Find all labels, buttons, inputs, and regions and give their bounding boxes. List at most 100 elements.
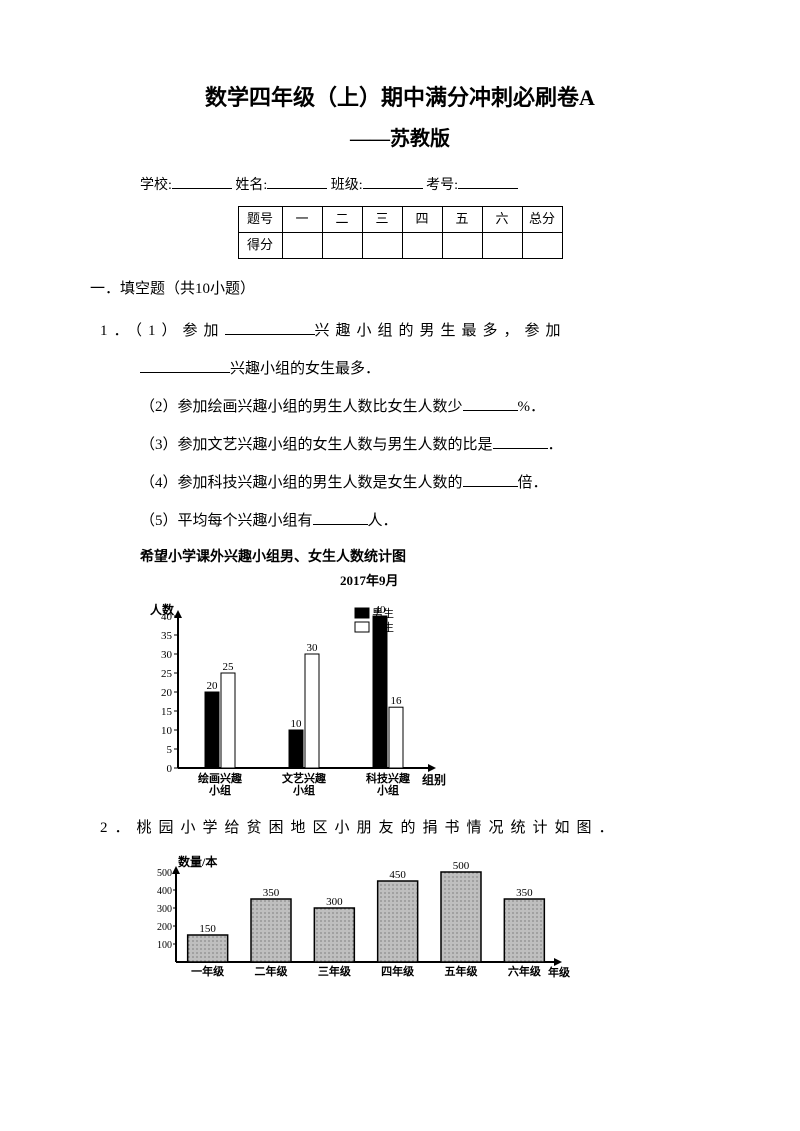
svg-text:350: 350	[516, 887, 533, 899]
q1-p5: （5）平均每个兴趣小组有	[140, 513, 313, 529]
svg-text:300: 300	[326, 896, 343, 908]
q1-p4: （4）参加科技兴趣小组的男生人数是女生人数的	[140, 475, 463, 491]
question-2: 2．桃园小学给贫困地区小朋友的捐书情况统计如图． 数量/本年级 100 200 300…	[100, 816, 700, 982]
svg-text:15: 15	[161, 706, 173, 718]
q1-p4suf: 倍．	[518, 475, 548, 491]
section-heading: 一．填空题（共10小题）	[90, 277, 700, 301]
svg-text:科技兴趣: 科技兴趣	[366, 771, 411, 785]
svg-text:0: 0	[167, 763, 173, 775]
col-header: 六	[482, 206, 522, 232]
svg-text:400: 400	[157, 886, 172, 897]
student-info-line: 学校: 姓名: 班级: 考号:	[100, 173, 700, 197]
svg-text:小组: 小组	[376, 783, 399, 797]
q1-part3: （3）参加文艺兴趣小组的女生人数与男生人数的比是 ．	[140, 433, 700, 457]
number-blank[interactable]	[458, 173, 518, 189]
score-cell[interactable]	[282, 232, 322, 258]
table-row: 得分	[238, 232, 562, 258]
row-label: 题号	[238, 206, 282, 232]
q1-part4: （4）参加科技兴趣小组的男生人数是女生人数的 倍．	[140, 471, 700, 495]
chart1-container: 希望小学课外兴趣小组男、女生人数统计图 2017年9月 0 5 10 15 20 25 30…	[140, 547, 700, 806]
class-label: 班级:	[331, 178, 363, 193]
svg-text:35: 35	[161, 630, 173, 642]
q-number: 2．	[100, 820, 137, 836]
svg-text:10: 10	[291, 718, 303, 730]
row-label: 得分	[238, 232, 282, 258]
col-header: 一	[282, 206, 322, 232]
svg-text:40: 40	[375, 604, 387, 616]
q1-p1c: 兴趣小组的女生最多．	[230, 361, 380, 377]
score-cell[interactable]	[362, 232, 402, 258]
svg-text:25: 25	[161, 668, 173, 680]
name-label: 姓名:	[235, 178, 267, 193]
chart2-svg: 数量/本年级 100 200 300 400 500 150 一年级 350 二年级 300 三年级 4…	[140, 852, 580, 982]
svg-text:四年级: 四年级	[381, 964, 415, 978]
q2-text: 2．桃园小学给贫困地区小朋友的捐书情况统计如图．	[100, 816, 700, 840]
q1-p1a: （1）参加	[135, 323, 225, 339]
question-1: 1．（1）参加 兴趣小组的男生最多，参加 兴趣小组的女生最多． （2）参加绘画兴趣…	[100, 319, 700, 806]
q1-p2: （2）参加绘画兴趣小组的男生人数比女生人数少	[140, 399, 463, 415]
chart1-svg: 0510152025303540人数组别男生女生2025绘画兴趣小组1030文艺…	[140, 596, 450, 806]
blank[interactable]	[225, 321, 315, 335]
q1-part5: （5）平均每个兴趣小组有人．	[140, 509, 700, 533]
col-header: 五	[442, 206, 482, 232]
class-blank[interactable]	[363, 173, 423, 189]
col-header: 总分	[522, 206, 562, 232]
sub-title: ——苏教版	[100, 123, 700, 155]
col-header: 三	[362, 206, 402, 232]
svg-text:100: 100	[157, 940, 172, 951]
score-cell[interactable]	[322, 232, 362, 258]
svg-text:5: 5	[167, 744, 173, 756]
svg-text:300: 300	[157, 904, 172, 915]
svg-text:六年级: 六年级	[508, 964, 542, 978]
q1-part2: （2）参加绘画兴趣小组的男生人数比女生人数少%．	[140, 395, 700, 419]
chart1-title: 希望小学课外兴趣小组男、女生人数统计图	[140, 547, 700, 569]
q2-body: 桃园小学给贫困地区小朋友的捐书情况统计如图．	[137, 820, 621, 836]
q1-part1: 1．（1）参加 兴趣小组的男生最多，参加	[100, 319, 700, 343]
svg-text:500: 500	[157, 868, 172, 879]
svg-text:绘画兴趣: 绘画兴趣	[198, 771, 243, 785]
svg-text:200: 200	[157, 922, 172, 933]
score-cell[interactable]	[402, 232, 442, 258]
svg-text:500: 500	[453, 860, 470, 872]
blank[interactable]	[313, 511, 368, 525]
q-number: 1．	[100, 323, 135, 339]
score-cell[interactable]	[482, 232, 522, 258]
svg-text:年级: 年级	[548, 965, 571, 979]
svg-text:20: 20	[161, 687, 173, 699]
blank[interactable]	[140, 359, 230, 373]
school-blank[interactable]	[172, 173, 232, 189]
number-label: 考号:	[426, 178, 458, 193]
svg-text:三年级: 三年级	[318, 964, 352, 978]
svg-text:25: 25	[223, 661, 235, 673]
score-cell[interactable]	[522, 232, 562, 258]
q1-p3suf: ．	[548, 437, 563, 453]
q1-p3: （3）参加文艺兴趣小组的女生人数与男生人数的比是	[140, 437, 493, 453]
svg-text:10: 10	[161, 725, 173, 737]
svg-text:16: 16	[391, 695, 403, 707]
svg-text:小组: 小组	[208, 783, 231, 797]
svg-text:450: 450	[389, 869, 406, 881]
svg-text:30: 30	[307, 642, 319, 654]
col-header: 二	[322, 206, 362, 232]
main-title: 数学四年级（上）期中满分冲刺必刷卷A	[100, 80, 700, 115]
svg-text:150: 150	[199, 923, 216, 935]
svg-text:五年级: 五年级	[445, 964, 479, 978]
q1-p1c-wrap: 兴趣小组的女生最多．	[140, 357, 700, 381]
svg-text:二年级: 二年级	[255, 964, 289, 978]
score-cell[interactable]	[442, 232, 482, 258]
svg-text:20: 20	[207, 680, 219, 692]
svg-text:组别: 组别	[422, 772, 446, 787]
q1-p1b: 兴趣小组的男生最多，参加	[315, 323, 567, 339]
name-blank[interactable]	[267, 173, 327, 189]
blank[interactable]	[463, 397, 518, 411]
school-label: 学校:	[140, 178, 172, 193]
score-table: 题号 一 二 三 四 五 六 总分 得分	[238, 206, 563, 259]
svg-text:350: 350	[263, 887, 280, 899]
blank[interactable]	[463, 473, 518, 487]
col-header: 四	[402, 206, 442, 232]
chart1-subtitle: 2017年9月	[340, 571, 700, 592]
svg-text:一年级: 一年级	[191, 964, 225, 978]
svg-text:数量/本: 数量/本	[178, 854, 217, 869]
blank[interactable]	[493, 435, 548, 449]
chart2-container: 数量/本年级 100 200 300 400 500 150 一年级 350 二年级 300 三年级 4…	[140, 852, 700, 982]
